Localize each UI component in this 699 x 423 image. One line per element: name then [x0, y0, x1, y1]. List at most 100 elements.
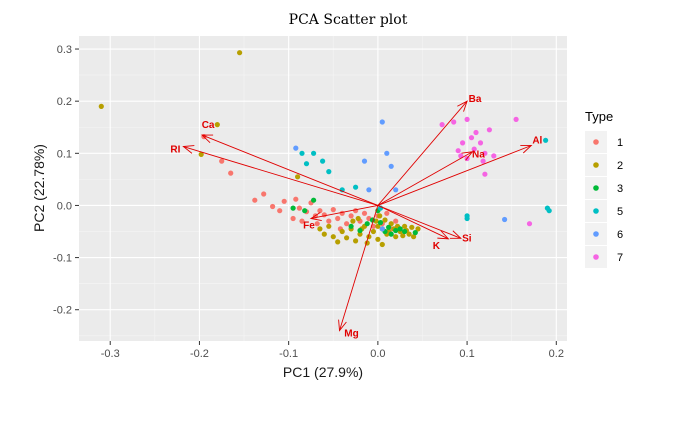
data-point-type-7	[439, 122, 445, 128]
data-point-type-1	[281, 198, 287, 204]
loading-label-ba: Ba	[469, 94, 482, 105]
data-point-type-7	[482, 150, 488, 156]
data-point-type-7	[491, 153, 497, 159]
legend-swatch-type-1	[593, 139, 599, 145]
y-tick-label: -0.1	[53, 253, 72, 265]
data-point-type-2	[406, 231, 412, 237]
loading-label-ca: Ca	[202, 120, 215, 131]
x-tick-label: 0.1	[459, 348, 474, 360]
data-point-type-2	[400, 233, 406, 239]
data-point-type-5	[299, 150, 305, 156]
data-point-type-2	[402, 223, 408, 229]
data-point-type-1	[261, 191, 267, 197]
data-point-type-3	[348, 223, 354, 229]
data-point-type-1	[252, 197, 258, 203]
data-point-type-7	[486, 127, 492, 133]
x-tick-label: -0.1	[279, 348, 298, 360]
legend-label-type-5: 5	[617, 206, 623, 218]
data-point-type-7	[471, 146, 477, 152]
data-point-type-7	[473, 129, 479, 136]
scatter-points	[98, 50, 552, 248]
data-point-type-7	[464, 116, 470, 122]
x-axis-title: PC1 (27.9%)	[283, 364, 363, 380]
data-point-type-1	[335, 215, 341, 222]
data-point-type-2	[375, 223, 381, 229]
data-point-type-2	[321, 231, 327, 237]
data-point-type-3	[357, 227, 363, 234]
loading-arrow-ba	[377, 100, 468, 206]
data-point-type-2	[411, 234, 417, 240]
data-point-type-6	[388, 163, 394, 169]
data-point-type-7	[451, 119, 457, 125]
legend: Type 1 2 3 5 6 7	[585, 109, 623, 268]
data-point-type-2	[415, 226, 421, 232]
data-point-type-2	[375, 236, 381, 242]
data-point-type-5	[320, 158, 326, 164]
loading-arrow-na	[377, 151, 473, 206]
loading-label-na: Na	[472, 150, 485, 161]
x-tick-label: 0.2	[549, 348, 564, 360]
data-point-type-1	[314, 221, 320, 227]
data-point-type-2	[335, 239, 341, 245]
data-point-type-3	[393, 227, 399, 234]
x-tick-label: -0.3	[101, 348, 120, 360]
data-point-type-1	[219, 158, 225, 164]
y-tick-label: 0.2	[57, 96, 72, 108]
x-tick-label: 0.0	[370, 348, 385, 360]
legend-title: Type	[585, 109, 613, 124]
data-point-type-1	[293, 196, 299, 202]
loading-arrowhead-ca	[200, 134, 214, 143]
data-point-type-1	[348, 213, 354, 219]
data-point-type-5	[546, 208, 552, 214]
data-point-type-6	[361, 158, 368, 164]
data-point-type-1	[277, 208, 283, 214]
legend-swatch-type-2	[593, 162, 599, 168]
data-point-type-2	[355, 215, 361, 222]
data-point-type-2	[326, 223, 332, 229]
data-point-type-2	[393, 234, 399, 240]
legend-swatch-type-7	[593, 254, 599, 260]
data-point-type-3	[377, 220, 384, 226]
data-point-type-1	[384, 210, 390, 216]
loading-arrow-si	[377, 205, 462, 239]
loading-arrowhead-ri	[182, 145, 195, 154]
data-point-type-3	[412, 230, 418, 236]
loading-label-ri: RI	[170, 145, 180, 156]
loading-arrowhead-k	[437, 230, 450, 240]
data-point-type-7	[480, 158, 486, 164]
data-point-type-3	[290, 205, 296, 211]
data-point-type-2	[379, 241, 385, 248]
data-point-type-7	[468, 135, 475, 141]
loading-arrows: Ba Al Na Ca RI Fe Si K Mg	[170, 94, 542, 339]
data-point-type-6	[366, 187, 372, 193]
data-point-type-2	[98, 103, 104, 109]
loading-arrowhead-na	[461, 151, 474, 161]
loading-label-si: Si	[462, 233, 472, 244]
y-tick-label: 0.0	[57, 200, 72, 212]
data-point-type-2	[214, 122, 220, 128]
data-point-type-1	[330, 207, 336, 213]
data-point-type-5	[303, 161, 310, 167]
data-point-type-3	[397, 226, 403, 232]
legend-label-type-6: 6	[617, 229, 623, 241]
y-tick-label: -0.2	[53, 305, 72, 317]
data-point-type-6	[379, 119, 385, 125]
data-point-type-6	[379, 226, 385, 232]
data-point-type-2	[350, 218, 356, 224]
data-point-type-2	[330, 234, 336, 240]
data-point-type-6	[293, 145, 299, 151]
data-point-type-5	[326, 169, 332, 175]
data-point-type-6	[393, 187, 399, 193]
data-point-type-1	[339, 210, 345, 216]
data-point-type-2	[377, 213, 383, 219]
data-point-type-2	[409, 224, 415, 230]
y-tick-label: 0.3	[57, 44, 72, 56]
data-point-type-2	[382, 217, 388, 223]
data-point-type-5	[543, 137, 549, 143]
loading-arrow-ca	[201, 134, 379, 206]
loading-arrowhead-al	[520, 144, 533, 154]
data-point-type-1	[344, 221, 350, 227]
legend-label-type-3: 3	[617, 183, 623, 195]
data-point-type-5	[311, 150, 317, 156]
